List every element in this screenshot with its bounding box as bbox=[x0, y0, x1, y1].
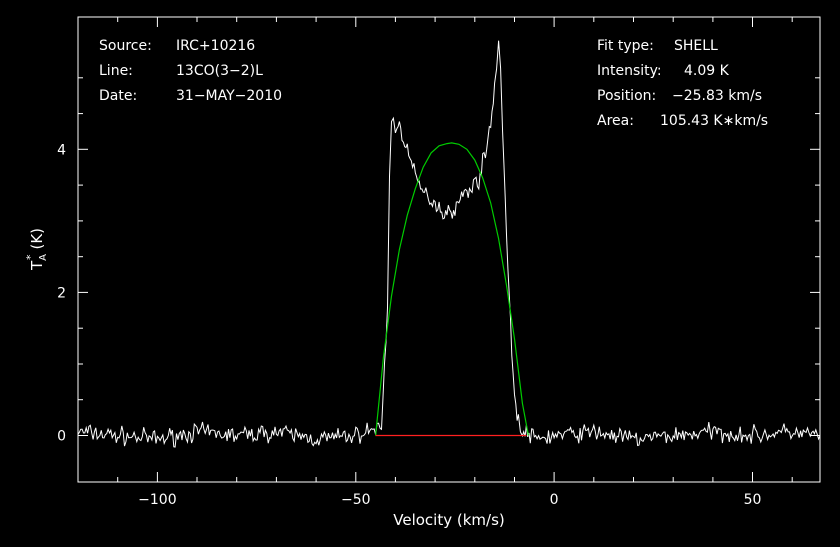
x-tick-label: −50 bbox=[341, 492, 371, 508]
info-right-block: Fit type: SHELL Intensity: 4.09 K Positi… bbox=[597, 38, 768, 129]
plot-frame bbox=[77, 16, 821, 483]
x-axis-label: Velocity (km/s) bbox=[393, 511, 504, 529]
info-key-source: Source: bbox=[99, 38, 152, 54]
y-tick-label: 0 bbox=[57, 429, 66, 445]
info-key-area: Area: bbox=[597, 113, 634, 129]
y-axis-label-sub: A bbox=[38, 254, 49, 261]
axis-tick-labels: −100 −50 0 50 0 2 4 bbox=[57, 142, 761, 508]
info-left-block: Source: IRC+10216 Line: 13CO(3−2)L Date:… bbox=[99, 38, 282, 104]
info-key-date: Date: bbox=[99, 88, 137, 104]
info-value-source: IRC+10216 bbox=[176, 38, 255, 54]
axis-ticks bbox=[77, 17, 820, 482]
y-axis-label-base: T bbox=[28, 260, 46, 271]
info-value-fit-type: SHELL bbox=[674, 38, 718, 54]
info-key-fit-type: Fit type: bbox=[597, 38, 654, 54]
info-value-line: 13CO(3−2)L bbox=[176, 63, 263, 79]
series-layer bbox=[77, 40, 821, 448]
shell-fit-curve bbox=[375, 142, 529, 436]
info-value-area: 105.43 K∗km/s bbox=[660, 113, 768, 129]
y-axis-label: TA* (K) bbox=[24, 228, 49, 271]
y-tick-label: 2 bbox=[57, 285, 66, 301]
x-tick-label: −100 bbox=[138, 492, 176, 508]
spectrum-line bbox=[77, 40, 821, 448]
x-tick-label: 0 bbox=[550, 492, 559, 508]
y-axis-label-sup: * bbox=[24, 254, 37, 260]
info-key-intensity: Intensity: bbox=[597, 63, 662, 79]
info-key-line: Line: bbox=[99, 63, 133, 79]
info-value-position: −25.83 km/s bbox=[672, 88, 762, 104]
y-tick-label: 4 bbox=[57, 142, 66, 158]
info-key-position: Position: bbox=[597, 88, 656, 104]
x-tick-label: 50 bbox=[744, 492, 762, 508]
y-axis-label-unit: (K) bbox=[28, 228, 46, 250]
info-value-intensity: 4.09 K bbox=[684, 63, 730, 79]
info-value-date: 31−MAY−2010 bbox=[176, 88, 282, 104]
